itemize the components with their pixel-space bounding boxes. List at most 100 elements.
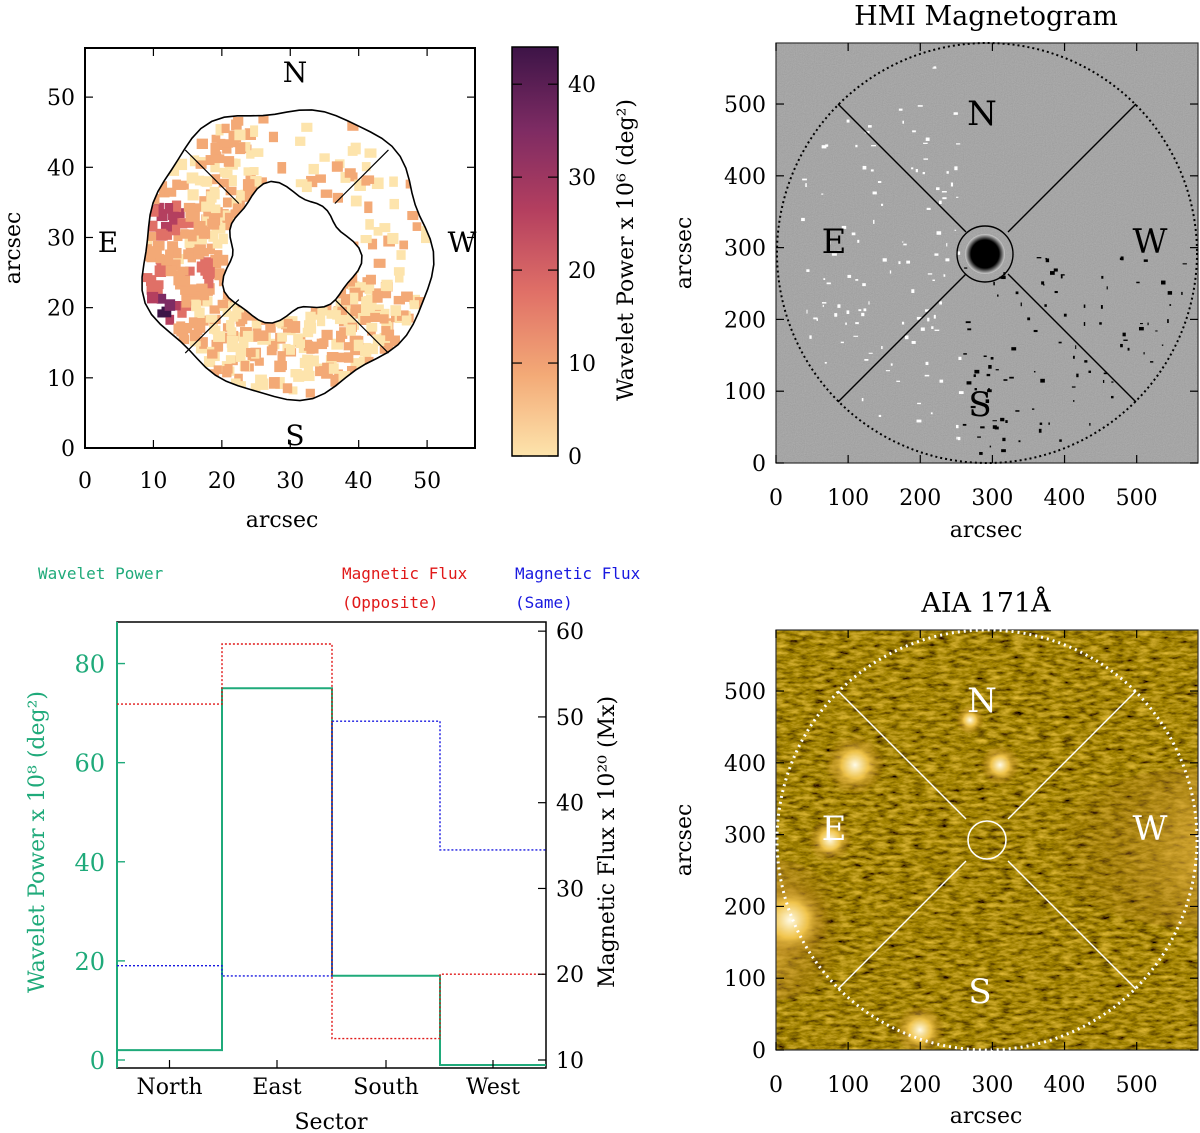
- negative-patch: [1039, 422, 1043, 425]
- heat-cell: [308, 163, 319, 175]
- aia-divider-nw: [1007, 690, 1137, 820]
- heat-cell: [159, 189, 170, 198]
- negative-patch: [1059, 439, 1062, 442]
- negative-patch: [973, 374, 976, 378]
- negative-patch: [1100, 305, 1103, 309]
- negative-patch: [1099, 322, 1102, 325]
- hmi-divider-ne: [837, 103, 967, 233]
- heat-cell: [185, 211, 197, 222]
- negative-patch: [1020, 302, 1022, 307]
- negative-patch: [983, 355, 987, 358]
- heat-cell: [282, 383, 293, 394]
- heat-cell: [221, 139, 234, 148]
- negative-patch: [980, 426, 985, 429]
- heat-cell: [164, 202, 174, 214]
- heat-cell: [251, 315, 261, 328]
- step-chart-xlabel: Sector: [294, 1110, 367, 1133]
- x-tick-label: 40: [345, 469, 373, 494]
- heat-cell: [395, 273, 404, 283]
- positive-patch: [956, 251, 961, 255]
- heat-cell: [168, 211, 179, 221]
- heat-cell: [210, 204, 221, 214]
- positive-patch: [858, 309, 862, 312]
- heat-cell: [250, 176, 262, 187]
- positive-patch: [851, 232, 856, 236]
- positive-patch: [821, 145, 827, 149]
- positive-patch: [862, 165, 867, 170]
- positive-patch: [946, 243, 948, 247]
- aia-xlabel: arcsec: [950, 1104, 1023, 1129]
- heat-cell: [240, 360, 250, 372]
- heat-cell: [332, 310, 341, 320]
- heat-cell: [337, 306, 348, 315]
- heat-cell: [268, 340, 278, 352]
- negative-patch: [997, 294, 999, 297]
- y-tick-label: 50: [47, 86, 75, 111]
- negative-patch: [1136, 281, 1140, 284]
- x-tick-label: 400: [1044, 1073, 1086, 1098]
- heat-cell: [213, 365, 226, 375]
- hmi-magnetogram-panel: HMI Magnetogram N S E W 0 100 200 300 400 500…: [672, 1, 1199, 543]
- heat-cell: [305, 311, 316, 322]
- heat-cell: [149, 205, 159, 217]
- heat-cell: [218, 233, 228, 245]
- negative-patch: [1083, 304, 1086, 308]
- negative-patch: [1054, 290, 1058, 294]
- negative-patch: [1143, 352, 1145, 355]
- positive-patch: [837, 304, 841, 308]
- wavelet-map-ylabel: arcsec: [1, 212, 26, 285]
- heat-cell: [196, 283, 208, 292]
- hmi-compass-west: W: [1133, 222, 1168, 262]
- heat-cell: [321, 329, 333, 340]
- heat-cell: [146, 283, 157, 295]
- positive-patch: [939, 200, 942, 204]
- heat-cell: [177, 266, 189, 276]
- x-tick-label: 200: [899, 486, 941, 511]
- heat-cell: [364, 148, 377, 158]
- heat-cell: [194, 307, 205, 319]
- bright-point: [956, 706, 984, 734]
- negative-patch: [1060, 274, 1065, 276]
- x-tick-label: 50: [413, 469, 441, 494]
- heat-cell: [366, 322, 378, 332]
- negative-patch: [1003, 379, 1008, 381]
- positive-patch: [821, 193, 824, 195]
- negative-patch: [1089, 422, 1091, 426]
- x-tick-label: 500: [1116, 486, 1158, 511]
- sector-divider: [184, 149, 240, 204]
- heat-cell: [185, 284, 198, 295]
- positive-patch: [847, 274, 852, 278]
- positive-patch: [831, 253, 837, 256]
- positive-patch: [813, 317, 818, 320]
- colorbar-tick-label: 40: [568, 73, 596, 98]
- heat-cell: [173, 231, 183, 242]
- heat-cell: [380, 308, 390, 319]
- heat-cell: [370, 312, 380, 322]
- heat-cell: [362, 175, 375, 184]
- positive-patch: [922, 171, 925, 175]
- heat-cell: [204, 267, 215, 278]
- heat-cell: [157, 264, 167, 276]
- negative-patch: [964, 267, 968, 269]
- heat-cell: [361, 162, 371, 172]
- heat-cell: [277, 332, 287, 342]
- negative-patch: [1009, 376, 1014, 379]
- left-tick-label: 20: [74, 948, 105, 976]
- negative-patch: [1015, 291, 1019, 295]
- aia-divider-sw: [1007, 860, 1137, 990]
- negative-patch: [970, 405, 976, 409]
- positive-patch: [924, 309, 930, 312]
- y-tick-label: 500: [724, 93, 766, 118]
- heat-cell: [217, 299, 229, 309]
- heat-cell: [203, 356, 216, 368]
- step-chart-ticks: North East South West 0 20 40 60 80 10 20 30 40 50 60: [74, 620, 584, 1100]
- y-tick-label: 300: [724, 237, 766, 262]
- left-tick-label: 80: [74, 651, 105, 679]
- negative-patch: [1011, 347, 1017, 351]
- positive-patch: [925, 361, 929, 366]
- heat-cell: [250, 383, 261, 392]
- positive-patch: [932, 67, 937, 69]
- positive-patch: [802, 178, 807, 181]
- heat-cell: [372, 334, 385, 347]
- heat-cell: [183, 202, 196, 212]
